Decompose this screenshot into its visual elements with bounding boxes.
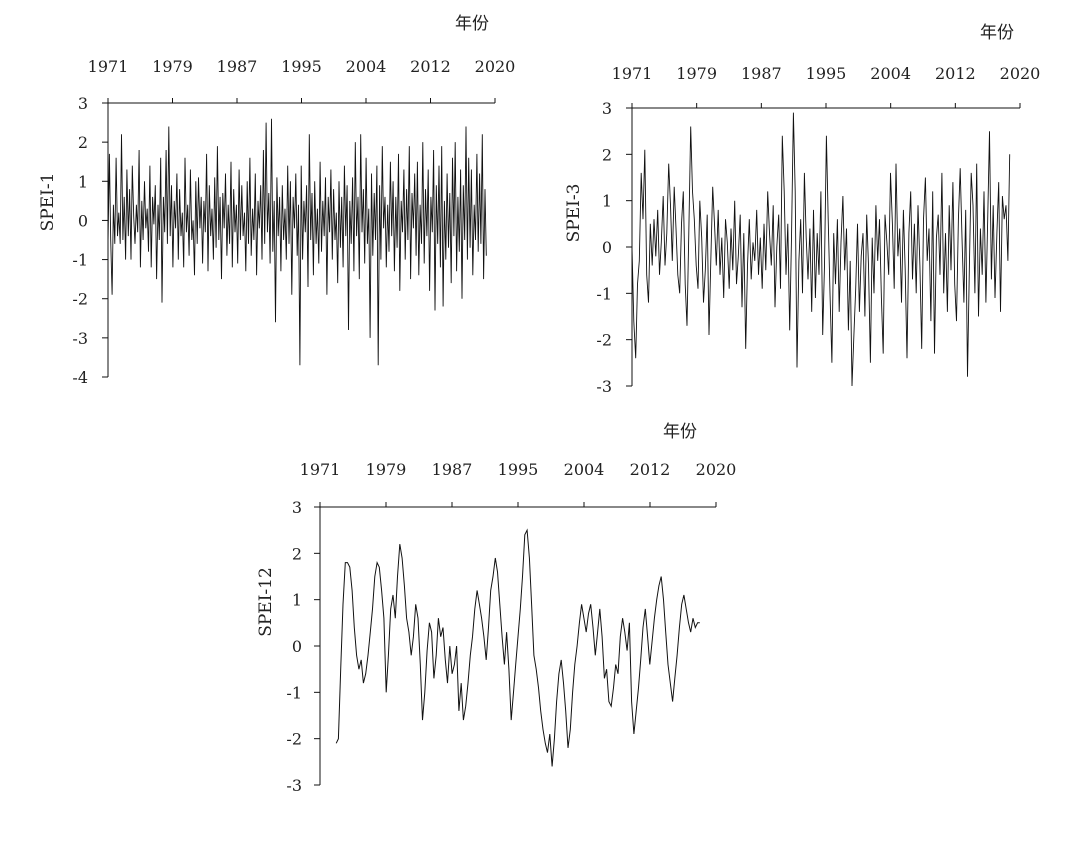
series-line <box>335 528 700 767</box>
y-tick-label: 1 <box>78 172 88 191</box>
x-tick-label: 1971 <box>612 64 653 83</box>
x-tick-label: 1995 <box>806 64 847 83</box>
y-tick-label: 0 <box>78 211 88 230</box>
x-tick-label: 1995 <box>498 460 539 479</box>
x-tick-label: 1987 <box>217 57 258 76</box>
x-tick-label: 2004 <box>870 64 911 83</box>
y-tick-label: 3 <box>292 498 302 517</box>
axes-group: 1971 1979 1987 1995 2004 2012 2020 3 2 1 0 -1 -2 -3 -4 <box>72 57 515 387</box>
y-tick-label: -2 <box>596 331 612 350</box>
x-tick-label: 2012 <box>630 460 671 479</box>
chart-spei-3: 年份 SPEI-3 1971 1979 1987 1995 2004 2012 2020 3 2… <box>564 23 1040 396</box>
x-tick-label: 2004 <box>346 57 387 76</box>
y-axis-title: SPEI-3 <box>564 184 584 243</box>
chart-spei-12: 年份 SPEI-12 1971 1979 1987 1995 2004 2012 2020 3… <box>256 422 736 795</box>
series-line <box>107 118 487 366</box>
y-tick-label: -2 <box>286 730 302 749</box>
x-tick-label: 2020 <box>475 57 516 76</box>
x-tick-label: 1995 <box>281 57 322 76</box>
x-tick-label: 1979 <box>152 57 193 76</box>
axes-group: 1971 1979 1987 1995 2004 2012 2020 3 2 1 0 -1 -2 -3 <box>286 460 736 795</box>
y-tick-label: 1 <box>292 591 302 610</box>
y-tick-label: -3 <box>596 377 612 396</box>
x-tick-label: 1979 <box>676 64 717 83</box>
y-tick-label: 0 <box>602 238 612 257</box>
y-tick-label: 2 <box>602 145 612 164</box>
y-tick-label: 2 <box>78 133 88 152</box>
chart-spei-1: 年份 SPEI-1 1971 1979 1987 1995 2004 2012 2020 3 2… <box>38 14 515 387</box>
x-axis-title: 年份 <box>663 422 697 442</box>
y-tick-label: -1 <box>596 284 612 303</box>
y-tick-label: 3 <box>78 94 88 113</box>
y-tick-label: -3 <box>72 329 88 348</box>
x-tick-label: 2012 <box>935 64 976 83</box>
x-tick-label: 2020 <box>1000 64 1041 83</box>
y-tick-label: 1 <box>602 192 612 211</box>
y-tick-label: -1 <box>286 683 302 702</box>
y-tick-label: 2 <box>292 544 302 563</box>
y-tick-label: -1 <box>72 251 88 270</box>
y-axis-title: SPEI-1 <box>38 173 58 232</box>
axes-group: 1971 1979 1987 1995 2004 2012 2020 3 2 1 0 -1 -2 -3 <box>596 64 1040 396</box>
x-tick-label: 1971 <box>300 460 341 479</box>
series-line <box>631 112 1011 387</box>
x-tick-label: 2004 <box>564 460 605 479</box>
x-tick-label: 2020 <box>696 460 737 479</box>
x-axis-title: 年份 <box>980 23 1014 43</box>
x-tick-label: 1979 <box>366 460 407 479</box>
y-tick-label: -2 <box>72 290 88 309</box>
x-tick-label: 2012 <box>410 57 451 76</box>
y-axis-title: SPEI-12 <box>256 567 276 637</box>
x-tick-label: 1971 <box>88 57 129 76</box>
x-axis-title: 年份 <box>455 14 489 34</box>
y-tick-label: 3 <box>602 99 612 118</box>
x-tick-label: 1987 <box>432 460 473 479</box>
x-tick-label: 1987 <box>741 64 782 83</box>
y-tick-label: -4 <box>72 368 88 387</box>
y-tick-label: -3 <box>286 776 302 795</box>
y-tick-label: 0 <box>292 637 302 656</box>
